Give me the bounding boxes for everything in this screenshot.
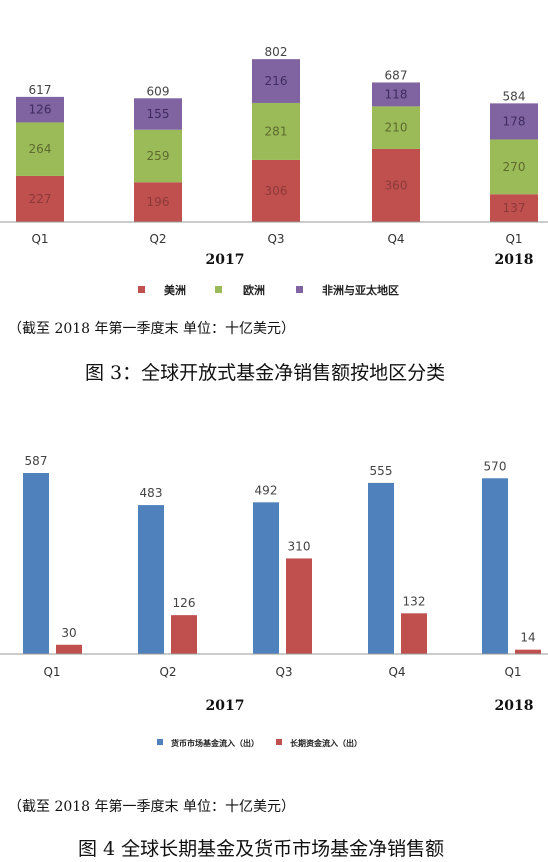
x-tick-label: Q3 xyxy=(267,232,284,246)
total-label: 802 xyxy=(265,45,288,59)
data-label: 118 xyxy=(385,87,408,101)
legend-label-americas: 美洲 xyxy=(164,283,186,297)
data-label: 216 xyxy=(265,74,288,88)
bar xyxy=(368,482,394,654)
x-tick-label: Q1 xyxy=(31,232,48,246)
stacked-bar-chart: 227 264 126 617 196 259 155 609 306 281 216 802 360 2… xyxy=(0,45,548,297)
total-label: 584 xyxy=(503,89,526,103)
total-label: 687 xyxy=(385,68,408,82)
legend-swatch-americas xyxy=(138,286,145,293)
year-label-2018: 2018 xyxy=(495,252,534,268)
figure-caption-4: 图 4 全球长期基金及货币市场基金净销售额 xyxy=(78,838,445,860)
data-label: 137 xyxy=(503,201,526,215)
bar-segment xyxy=(490,194,538,222)
legend: 货币市场基金流入（出） 长期资金流入（出） xyxy=(157,738,362,748)
total-label: 617 xyxy=(29,83,52,97)
unit-note-1: （截至 2018 年第一季度末 单位：十亿美元） xyxy=(8,321,295,337)
data-label: 264 xyxy=(29,142,52,156)
legend-swatch-money-market xyxy=(157,739,163,745)
bar xyxy=(138,505,164,654)
bar-segment xyxy=(134,182,182,222)
data-label: 570 xyxy=(484,459,507,473)
x-tick-label: Q1 xyxy=(504,665,521,679)
legend-label-africa-asia: 非洲与亚太地区 xyxy=(322,283,399,297)
legend-swatch-europe xyxy=(215,286,222,293)
data-label: 30 xyxy=(61,626,76,640)
bar-segment xyxy=(134,129,182,183)
data-label: 555 xyxy=(370,464,393,478)
figure-caption-3: 图 3：全球开放式基金净销售额按地区分类 xyxy=(85,362,446,384)
x-tick-label: Q1 xyxy=(43,665,60,679)
x-tick-label: Q4 xyxy=(388,665,405,679)
total-label: 609 xyxy=(147,84,170,98)
bar xyxy=(56,644,82,654)
x-tick-label: Q1 xyxy=(505,232,522,246)
x-tick-label: Q3 xyxy=(275,665,292,679)
bar-segment xyxy=(252,59,300,103)
legend-label-long-term: 长期资金流入（出） xyxy=(290,738,362,748)
bar-segment xyxy=(16,122,64,176)
legend: 美洲 欧洲 非洲与亚太地区 xyxy=(138,283,399,297)
bar xyxy=(482,478,508,654)
year-label-2017: 2017 xyxy=(206,252,245,268)
bar xyxy=(401,613,427,654)
bar-segment xyxy=(252,159,300,222)
data-label: 227 xyxy=(29,192,52,206)
data-label: 132 xyxy=(403,594,426,608)
data-label: 310 xyxy=(288,539,311,553)
bar-segment xyxy=(16,96,64,123)
data-label: 155 xyxy=(147,107,170,121)
bar-segment xyxy=(134,98,182,130)
year-label-2018: 2018 xyxy=(495,698,534,714)
data-label: 259 xyxy=(147,149,170,163)
data-label: 126 xyxy=(29,103,52,117)
bar-segment xyxy=(16,175,64,222)
bar xyxy=(286,558,312,654)
year-label-2017: 2017 xyxy=(206,698,245,714)
legend-label-europe: 欧洲 xyxy=(243,283,265,297)
bar-segment xyxy=(372,106,420,149)
bar xyxy=(23,473,49,654)
data-label: 14 xyxy=(520,631,535,645)
bar-segment xyxy=(252,102,300,160)
bar-segment xyxy=(490,103,538,140)
data-label: 483 xyxy=(140,486,163,500)
bar-segment xyxy=(490,139,538,195)
x-tick-label: Q4 xyxy=(387,232,404,246)
data-label: 126 xyxy=(173,596,196,610)
unit-note-2: （截至 2018 年第一季度末 单位：十亿美元） xyxy=(8,799,295,815)
legend-swatch-long-term xyxy=(276,739,282,745)
bar xyxy=(515,649,541,654)
data-label: 270 xyxy=(503,160,526,174)
bar-segment xyxy=(372,148,420,222)
data-label: 281 xyxy=(265,124,288,138)
data-label: 587 xyxy=(25,454,48,468)
x-tick-label: Q2 xyxy=(159,665,176,679)
data-label: 196 xyxy=(147,195,170,209)
legend-label-money-market: 货币市场基金流入（出） xyxy=(170,738,259,748)
data-label: 178 xyxy=(503,114,526,128)
data-label: 306 xyxy=(265,184,288,198)
bar xyxy=(253,502,279,654)
legend-swatch-africa-asia xyxy=(296,286,303,293)
data-label: 492 xyxy=(255,483,278,497)
data-label: 360 xyxy=(385,178,408,192)
data-label: 210 xyxy=(385,121,408,135)
bar-segment xyxy=(372,82,420,107)
bar xyxy=(171,615,197,654)
x-tick-label: Q2 xyxy=(149,232,166,246)
